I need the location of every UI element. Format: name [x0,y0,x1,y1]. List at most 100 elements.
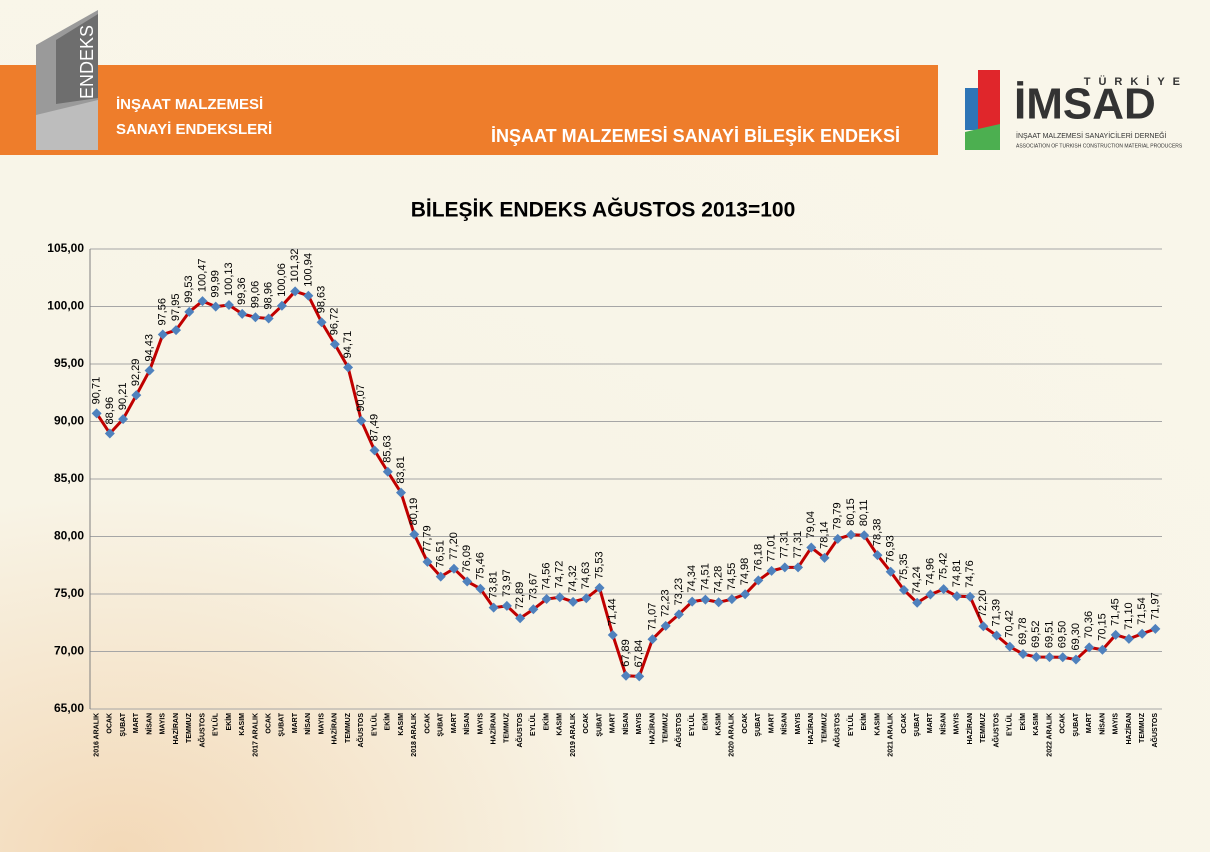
x-tick-label: MAYIS [795,713,802,735]
value-label: 67,84 [633,640,645,668]
value-label: 71,45 [1110,598,1122,626]
marker [845,529,856,540]
x-tick-label: TEMMUZ [821,712,828,743]
x-tick-label: MAYIS [477,713,484,735]
value-label: 69,51 [1043,621,1055,649]
marker [700,594,711,605]
value-label: 90,07 [355,384,367,412]
marker [753,575,764,586]
value-label: 70,36 [1083,611,1095,639]
marker [766,565,777,576]
x-tick-label: OCAK [107,713,114,734]
marker [1004,641,1015,652]
x-tick-label: NİSAN [939,713,947,735]
value-label: 77,31 [792,531,804,559]
value-label: 74,72 [554,561,566,589]
x-tick-label: ŞUBAT [1073,712,1080,736]
x-tick-label: KASIM [398,713,405,736]
y-tick-label: 95,00 [54,356,84,370]
value-label: 70,15 [1096,613,1108,641]
x-tick-label: MAYIS [954,713,961,735]
marker [422,556,433,567]
x-tick-label: NİSAN [1098,713,1106,735]
marker [832,533,843,544]
marker [872,550,883,561]
marker [1070,654,1081,665]
marker [1097,644,1108,655]
x-tick-label: 2016 ARALIK [93,713,100,757]
marker [634,671,645,682]
marker [978,621,989,632]
value-label: 100,13 [223,262,235,296]
marker [1137,628,1148,639]
marker [925,589,936,600]
value-label: 76,09 [461,545,473,573]
value-label: 98,63 [316,286,328,314]
header-band [0,65,938,155]
x-tick-label: 2021 ARALIK [888,713,895,757]
x-tick-label: KASIM [557,713,564,736]
marker [1057,652,1068,663]
marker [885,566,896,577]
marker [409,529,420,540]
value-label: 94,71 [342,331,354,359]
marker [687,596,698,607]
marker [462,576,473,587]
marker [197,296,208,307]
value-label: 99,06 [249,281,261,309]
value-label: 99,36 [236,277,248,305]
value-label: 97,56 [157,298,169,326]
x-tick-label: HAZİRAN [331,713,339,745]
marker [806,542,817,553]
marker [898,584,909,595]
marker [541,594,552,605]
x-tick-label: 2022 ARALIK [1046,713,1053,757]
value-label: 75,35 [898,553,910,581]
marker [912,597,923,608]
marker [1150,623,1161,634]
value-label: 74,28 [713,566,725,594]
value-label: 78,14 [818,521,830,549]
x-tick-label: MAYIS [318,713,325,735]
x-tick-label: EKİM [225,713,233,731]
value-label: 90,71 [91,377,103,405]
x-tick-label: KASIM [1033,713,1040,736]
value-label: 76,18 [752,544,764,572]
y-tick-label: 100,00 [47,299,84,313]
y-tick-label: 90,00 [54,414,84,428]
value-label: 74,76 [964,560,976,588]
x-tick-label: OCAK [742,713,749,734]
x-tick-label: TEMMUZ [345,712,352,743]
x-tick-label: HAZİRAN [172,713,180,745]
value-label: 99,99 [210,270,222,298]
marker [1044,652,1055,663]
x-tick-label: 2018 ARALIK [411,713,418,757]
marker [356,415,367,426]
x-tick-label: EKİM [1019,713,1027,731]
marker [104,428,115,439]
value-label: 70,42 [1004,610,1016,638]
marker [965,591,976,602]
value-label: 80,15 [845,498,857,526]
marker [1123,633,1134,644]
brand-line: SANAYİ ENDEKSLERİ [116,121,272,138]
logo-block [978,70,1000,130]
value-label: 79,04 [805,511,817,539]
x-tick-label: MART [292,712,299,733]
marker [607,629,618,640]
x-tick-label: ŞUBAT [914,712,921,736]
marker [475,583,486,594]
value-label: 74,55 [726,563,738,591]
value-label: 74,63 [580,562,592,590]
brand: ENDEKS [77,25,97,99]
section-title: İNŞAAT MALZEMESİ SANAYİ BİLEŞİK ENDEKSİ [491,126,900,146]
logo-line: İNŞAAT MALZEMESİ SANAYİCİLERİ DERNEĞİ [1016,131,1167,140]
value-label: 78,38 [871,519,883,547]
x-tick-label: KASIM [874,713,881,736]
value-label: 100,94 [302,253,314,287]
x-tick-label: TEMMUZ [663,712,670,743]
marker [568,596,579,607]
marker [250,312,261,323]
marker [369,445,380,456]
